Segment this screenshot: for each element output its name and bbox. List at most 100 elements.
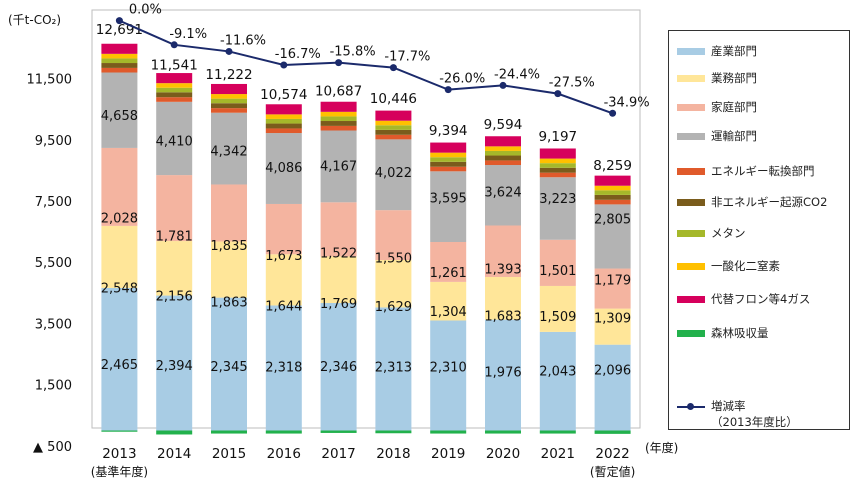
bar-value-label: 2,394 xyxy=(156,359,193,374)
change-rate-label: -26.0% xyxy=(439,72,485,87)
x-tick-label: 2016 xyxy=(267,446,301,462)
bar-segment xyxy=(430,320,467,431)
bar-segment xyxy=(156,175,193,242)
bar-total-label: 10,574 xyxy=(260,87,307,103)
bar-segment xyxy=(211,98,247,104)
legend-swatch xyxy=(677,295,705,303)
bar-segment xyxy=(375,307,412,431)
x-tick-label: 2021 xyxy=(541,446,575,462)
bar-segment xyxy=(485,146,521,151)
bar-segment xyxy=(430,142,467,153)
x-tick-note: (暫定値) xyxy=(590,464,635,479)
y-tick-label: 9,500 xyxy=(35,134,72,149)
bar-segment xyxy=(156,101,193,176)
bar-segment xyxy=(594,308,631,345)
bar-segment xyxy=(594,268,631,309)
legend-swatch xyxy=(677,74,705,82)
x-tick-label: 2022 xyxy=(595,446,629,462)
bar-segment xyxy=(320,256,357,303)
bar-value-label: 2,028 xyxy=(101,211,138,226)
bar-segment xyxy=(320,125,357,131)
change-rate-label: -11.6% xyxy=(220,33,266,48)
bar-segment xyxy=(265,123,302,129)
bar-segment xyxy=(265,114,302,119)
bar-segment xyxy=(156,87,193,93)
bar-segment xyxy=(101,287,138,431)
y-tick-label: 5,500 xyxy=(35,256,72,271)
change-rate-point xyxy=(609,109,617,117)
bar-value-label: 2,318 xyxy=(265,360,302,375)
bar-segment xyxy=(265,133,302,204)
bar-value-label: 2,548 xyxy=(101,281,138,296)
bar-value-label: 4,410 xyxy=(156,135,193,150)
bar-segment xyxy=(375,134,412,140)
legend-item: メタン xyxy=(677,223,746,243)
y-tick-label: 3,500 xyxy=(35,317,72,332)
bar-segment xyxy=(539,167,576,173)
change-rate-point xyxy=(444,86,452,94)
bar-segment xyxy=(375,120,412,126)
x-tick-label: 2013 xyxy=(102,446,136,462)
bar-segment xyxy=(485,160,521,166)
bar-segment xyxy=(485,276,521,320)
bar-value-label: 2,310 xyxy=(430,360,467,375)
bar-value-label: 4,658 xyxy=(101,109,138,124)
legend-swatch xyxy=(677,262,705,270)
y-unit-label: (千t-CO₂) xyxy=(8,13,61,27)
bar-total-label: 9,197 xyxy=(538,129,577,145)
bar-segment xyxy=(594,190,631,195)
bar-value-label: 1,629 xyxy=(375,300,412,315)
bar-segment xyxy=(430,281,467,321)
bar-value-label: 2,465 xyxy=(101,358,138,373)
change-rate-label: -15.8% xyxy=(330,45,376,60)
bar-value-label: 1,501 xyxy=(539,264,576,279)
x-tick-label: 2020 xyxy=(486,446,520,462)
bar-segment xyxy=(430,166,467,172)
bar-segment xyxy=(539,172,576,178)
bar-total-label: 11,222 xyxy=(205,67,252,83)
legend-item: 森林吸収量 xyxy=(677,323,769,343)
bar-total-label: 9,394 xyxy=(429,123,468,139)
bar-value-label: 2,313 xyxy=(375,360,412,375)
bar-value-label: 2,096 xyxy=(594,364,631,379)
bar-value-label: 1,976 xyxy=(484,366,521,381)
change-rate-label: -34.9% xyxy=(604,95,650,110)
legend-swatch xyxy=(677,103,705,111)
bar-segment xyxy=(539,239,576,286)
bar-segment xyxy=(101,53,138,59)
bar-segment xyxy=(101,67,138,73)
legend-item: 一酸化二窒素 xyxy=(677,256,780,276)
change-rate-label: -16.7% xyxy=(275,47,321,62)
y-tick-label: 11,500 xyxy=(27,73,73,88)
change-rate-point xyxy=(499,81,507,89)
x-tick-note: (基準年度) xyxy=(91,464,148,479)
bar-segment xyxy=(594,194,631,200)
bar-segment xyxy=(539,331,576,431)
bar-segment xyxy=(320,130,357,203)
bar-value-label: 2,043 xyxy=(539,364,576,379)
bar-total-label: 12,691 xyxy=(96,22,143,38)
bar-total-label: 10,446 xyxy=(370,91,417,107)
change-rate-point xyxy=(225,47,233,55)
x-tick-label: 2018 xyxy=(376,446,410,462)
x-unit-label: (年度) xyxy=(645,440,678,455)
legend-item: 家庭部門 xyxy=(677,97,757,117)
change-rate-line xyxy=(118,19,613,115)
x-tick-label: 2014 xyxy=(157,446,191,462)
bar-segment xyxy=(539,285,576,332)
bar-value-label: 1,309 xyxy=(594,312,631,327)
bar-value-label: 1,509 xyxy=(539,310,576,325)
bar-segment xyxy=(320,101,357,112)
bar-value-label: 1,769 xyxy=(320,297,357,312)
bar-segment xyxy=(156,83,193,88)
x-tick-label: 2019 xyxy=(431,446,465,462)
bar-segment xyxy=(320,116,357,122)
bar-value-label: 4,342 xyxy=(210,144,247,159)
bar-value-label: 1,683 xyxy=(484,310,521,325)
legend-label: 一酸化二窒素 xyxy=(711,259,780,273)
change-rate-point xyxy=(280,61,288,69)
bar-value-label: 1,393 xyxy=(484,262,521,277)
y-tick-label: 1,500 xyxy=(35,379,72,394)
